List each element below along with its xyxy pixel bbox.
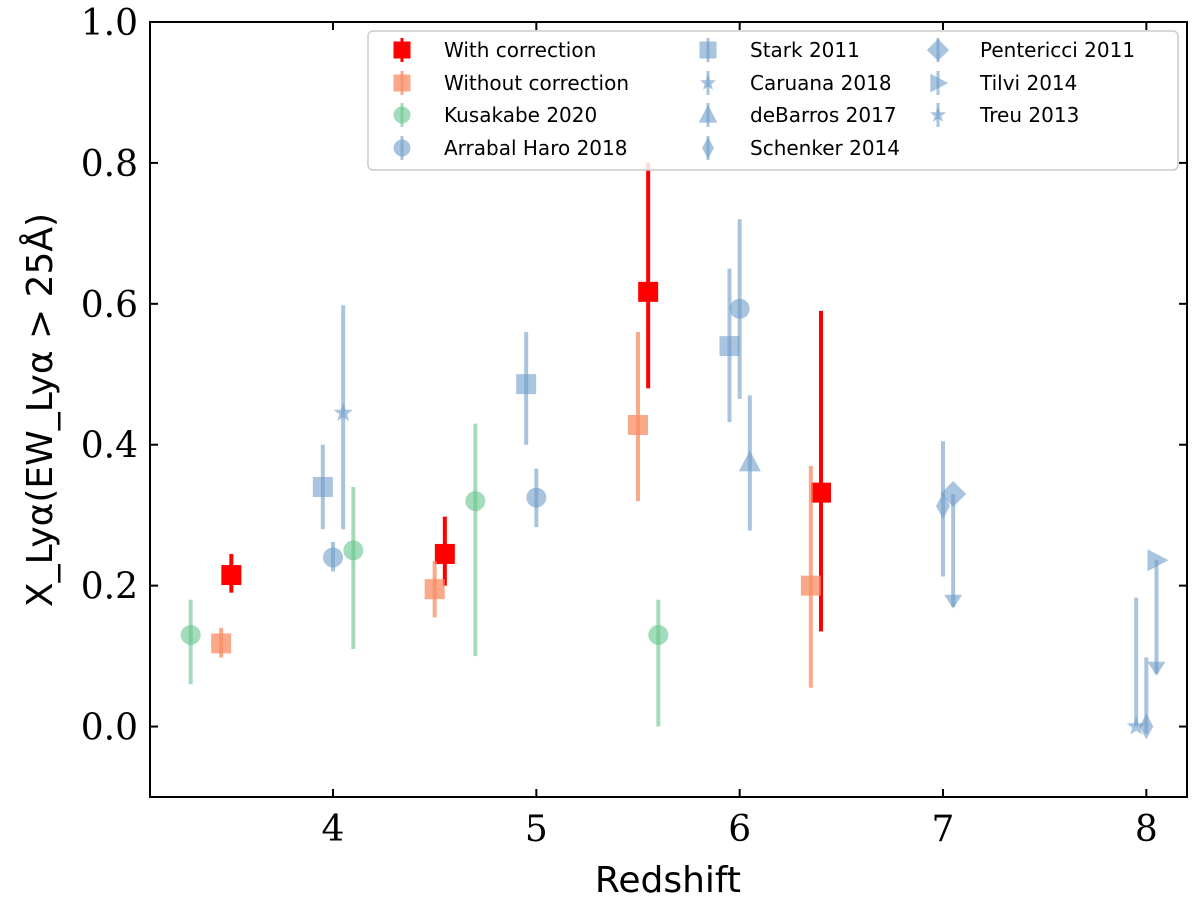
series-10 xyxy=(1126,597,1146,735)
series-7 xyxy=(936,441,1154,740)
data-point xyxy=(323,547,343,568)
data-point xyxy=(738,450,761,472)
legend-box xyxy=(367,30,1179,171)
legend-label: Treu 2013 xyxy=(979,103,1079,127)
legend-label: Tilvi 2014 xyxy=(979,71,1077,95)
legend: With correction Without correction Kusakab… xyxy=(367,30,1179,171)
legend-label: Kusakabe 2020 xyxy=(444,103,597,127)
legend-item: Caruana 2018 xyxy=(699,71,892,95)
data-point xyxy=(221,565,242,586)
y-tick-label: 0.8 xyxy=(81,144,138,185)
legend-marker xyxy=(926,38,950,62)
x-tick-label: 6 xyxy=(728,809,751,850)
legend-label: deBarros 2017 xyxy=(750,103,897,127)
data-point xyxy=(516,374,537,395)
legend-marker xyxy=(393,41,411,59)
y-tick-label: 0.0 xyxy=(81,708,138,749)
upper-limit-arrow xyxy=(944,594,963,609)
y-tick-label: 1.0 xyxy=(81,3,138,44)
legend-marker xyxy=(393,139,411,157)
legend-label: Stark 2011 xyxy=(750,38,860,62)
legend-item: Arrabal Haro 2018 xyxy=(393,136,627,160)
y-tick-label: 0.4 xyxy=(81,426,138,467)
legend-item: With correction xyxy=(393,38,596,62)
y-tick-label: 0.2 xyxy=(81,567,138,608)
legend-label: Arrabal Haro 2018 xyxy=(444,136,627,160)
legend-marker xyxy=(699,41,717,59)
legend-label: With correction xyxy=(444,38,596,62)
legend-marker xyxy=(929,106,947,122)
legend-item: Without correction xyxy=(393,71,629,95)
series-9 xyxy=(1147,549,1169,676)
legend-label: Caruana 2018 xyxy=(750,71,892,95)
x-tick-label: 4 xyxy=(322,809,345,850)
legend-label: Pentericci 2011 xyxy=(980,38,1135,62)
legend-item: Kusakabe 2020 xyxy=(393,103,597,127)
legend-label: Schenker 2014 xyxy=(750,136,900,160)
legend-marker xyxy=(702,136,714,160)
legend-marker xyxy=(699,74,717,90)
data-point xyxy=(424,579,445,600)
plot-frame xyxy=(149,21,1188,798)
data-point xyxy=(729,298,750,319)
legend-item: Pentericci 2011 xyxy=(926,38,1135,62)
y-axis-title: X_Lyα(EW_Lyα > 25Å) xyxy=(18,213,61,607)
data-point xyxy=(719,336,740,357)
series-8 xyxy=(940,481,967,609)
data-point xyxy=(628,415,648,435)
x-axis-title: Redshift xyxy=(595,860,741,901)
series-4 xyxy=(312,268,740,530)
data-point xyxy=(1147,549,1169,572)
legend-item: Treu 2013 xyxy=(929,103,1079,127)
legend-marker xyxy=(393,106,411,124)
data-point xyxy=(648,624,669,645)
data-point xyxy=(465,491,486,512)
series-3 xyxy=(323,219,750,572)
x-tick-label: 5 xyxy=(525,809,548,850)
series-5 xyxy=(333,305,353,530)
data-point xyxy=(333,403,353,422)
legend-item: Schenker 2014 xyxy=(702,136,900,160)
legend-item: Stark 2011 xyxy=(699,38,860,62)
y-tick-label: 0.6 xyxy=(81,285,138,326)
legend-label: Without correction xyxy=(444,71,629,95)
x-tick-label: 7 xyxy=(932,809,955,850)
data-point xyxy=(211,633,232,654)
series-2 xyxy=(180,423,669,727)
axis-ticks: 4 5 6 7 8 0.0 0.2 0.4 0.6 0.8 1.0 xyxy=(81,3,1187,850)
legend-item: deBarros 2017 xyxy=(698,103,897,127)
legend-item: Tilvi 2014 xyxy=(930,71,1077,95)
data-point xyxy=(811,482,831,503)
legend-marker xyxy=(393,74,411,92)
data-point xyxy=(434,543,455,564)
data-point xyxy=(180,624,201,645)
data-point xyxy=(940,481,967,508)
data-point xyxy=(638,281,659,302)
series-6 xyxy=(738,395,761,531)
series-1 xyxy=(211,332,821,688)
data-point xyxy=(1126,716,1146,735)
chart-marks xyxy=(180,162,1169,740)
data-point xyxy=(312,477,333,497)
legend-marker xyxy=(930,73,949,93)
data-point xyxy=(1139,713,1154,740)
data-point xyxy=(800,575,821,596)
series-0 xyxy=(221,162,831,632)
data-point xyxy=(343,540,364,561)
upper-limit-arrow xyxy=(1147,661,1166,676)
x-tick-label: 8 xyxy=(1135,809,1158,850)
legend-marker xyxy=(698,104,718,123)
data-point xyxy=(526,487,547,508)
